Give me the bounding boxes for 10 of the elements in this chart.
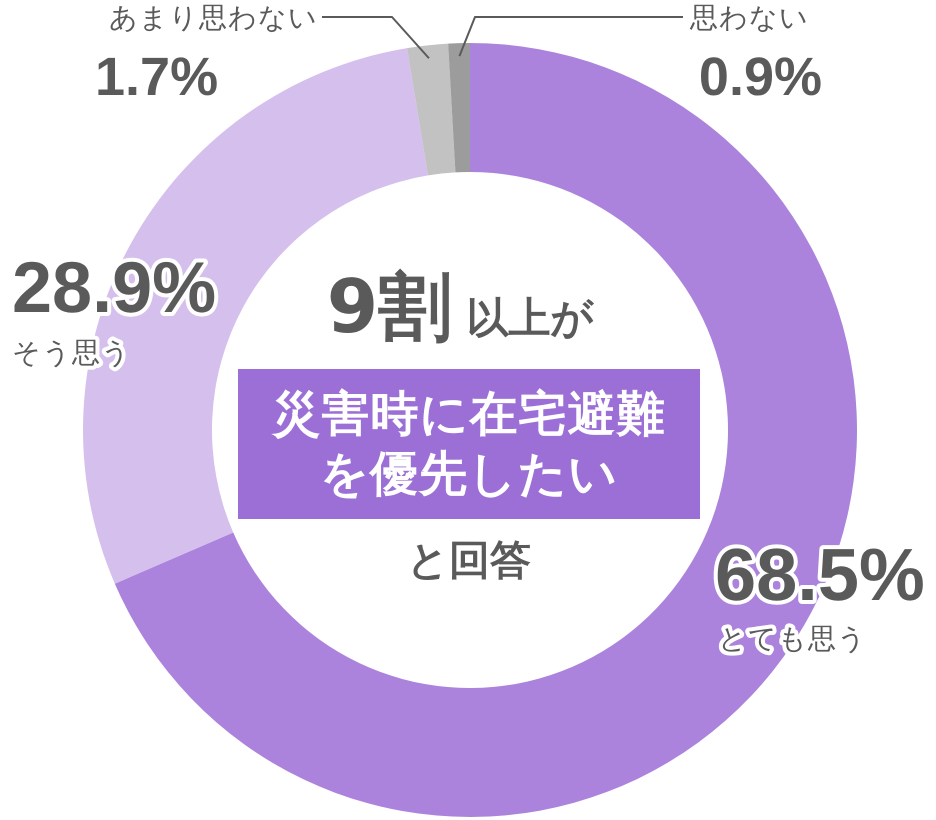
slice-label: あまり思わない	[109, 1, 318, 34]
text: と回答	[407, 536, 531, 584]
data-label: 0.9%	[698, 47, 822, 107]
data-label: 28.9%	[12, 248, 216, 328]
text: 災害時に在宅避難を優先したい	[270, 385, 666, 504]
text: 以上が	[466, 293, 594, 343]
text: 9割	[326, 263, 452, 352]
slice-label: 思わない	[689, 1, 809, 34]
data-label: 1.7%	[95, 47, 218, 107]
slice-label: そう思う	[12, 336, 131, 369]
